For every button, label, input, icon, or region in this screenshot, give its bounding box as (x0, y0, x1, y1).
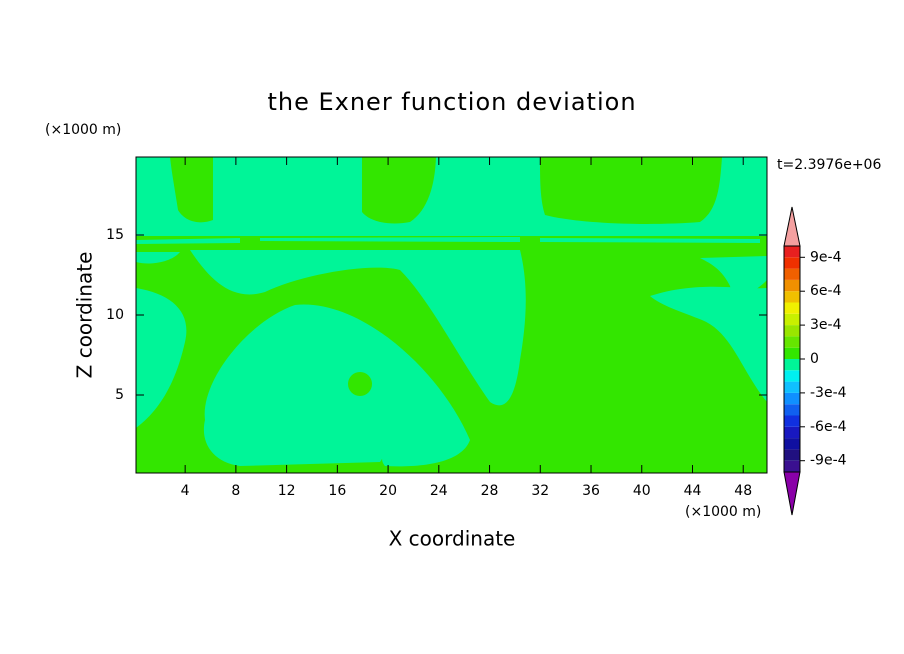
colorbar-box (784, 370, 800, 382)
y-unit: (×1000 m) (45, 122, 121, 138)
contour-region (540, 157, 722, 224)
x-tick-label: 40 (633, 483, 651, 499)
contour-region (362, 157, 436, 224)
contour-field (136, 157, 767, 473)
x-tick-label: 36 (582, 483, 600, 499)
contour-region (170, 157, 213, 223)
colorbar-box (784, 336, 800, 348)
colorbar-box (784, 381, 800, 393)
colorbar-box (784, 392, 800, 405)
colorbar-tick-label: 9e-4 (810, 249, 842, 265)
colorbar-box (784, 246, 800, 258)
x-tick-label: 12 (278, 483, 296, 499)
colorbar-box (784, 359, 800, 371)
x-tick-label: 8 (231, 483, 240, 499)
colorbar-box (784, 279, 800, 292)
contour-region (190, 250, 526, 406)
colorbar-box (784, 257, 800, 269)
colorbar-extend-max (783, 206, 801, 247)
colorbar-box (784, 460, 800, 472)
colorbar-box (784, 313, 800, 326)
contour-region (348, 372, 372, 396)
x-tick-label: 28 (481, 483, 499, 499)
annotation: t=2.3976e+06 (777, 157, 881, 173)
y-tick-label: 10 (106, 307, 124, 323)
x-axis-label: X coordinate (389, 527, 516, 551)
colorbar-box (784, 438, 800, 450)
colorbar-box (784, 404, 800, 416)
chart-title: the Exner function deviation (267, 88, 636, 116)
y-tick-label: 15 (106, 227, 124, 243)
contour-region (203, 304, 470, 467)
colorbar-tick-label: -3e-4 (810, 385, 847, 401)
x-unit: (×1000 m) (685, 504, 761, 520)
colorbar-box (784, 449, 800, 461)
contour-region (136, 237, 760, 244)
x-tick-label: 16 (328, 483, 346, 499)
colorbar-tick-label: -9e-4 (810, 453, 847, 469)
colorbar-box (784, 426, 800, 439)
colorbar-box (784, 302, 800, 314)
colorbar-box (784, 268, 800, 280)
colorbar-tick-label: 3e-4 (810, 317, 842, 333)
y-tick-label: 5 (115, 387, 124, 403)
x-tick-label: 44 (684, 483, 702, 499)
colorbar-tick-label: -6e-4 (810, 419, 847, 435)
colorbar-box (784, 291, 800, 303)
colorbar-box (784, 347, 800, 359)
x-tick-label: 32 (531, 483, 549, 499)
y-axis-label: Z coordinate (73, 252, 97, 379)
contour-region (136, 288, 187, 428)
colorbar-extend-min (783, 471, 801, 516)
colorbar-tick-label: 0 (810, 351, 819, 367)
x-tick-label: 4 (181, 483, 190, 499)
x-tick-label: 24 (430, 483, 448, 499)
colorbar-box (784, 415, 800, 427)
contour-region (650, 286, 767, 402)
colorbar: 9e-4 6e-4 3e-4 0 -3e-4 -6e-4 -9e-4 (783, 206, 847, 516)
x-tick-label: 48 (734, 483, 752, 499)
colorbar-box (784, 325, 800, 337)
x-tick-label: 20 (379, 483, 397, 499)
colorbar-tick-label: 6e-4 (810, 283, 842, 299)
